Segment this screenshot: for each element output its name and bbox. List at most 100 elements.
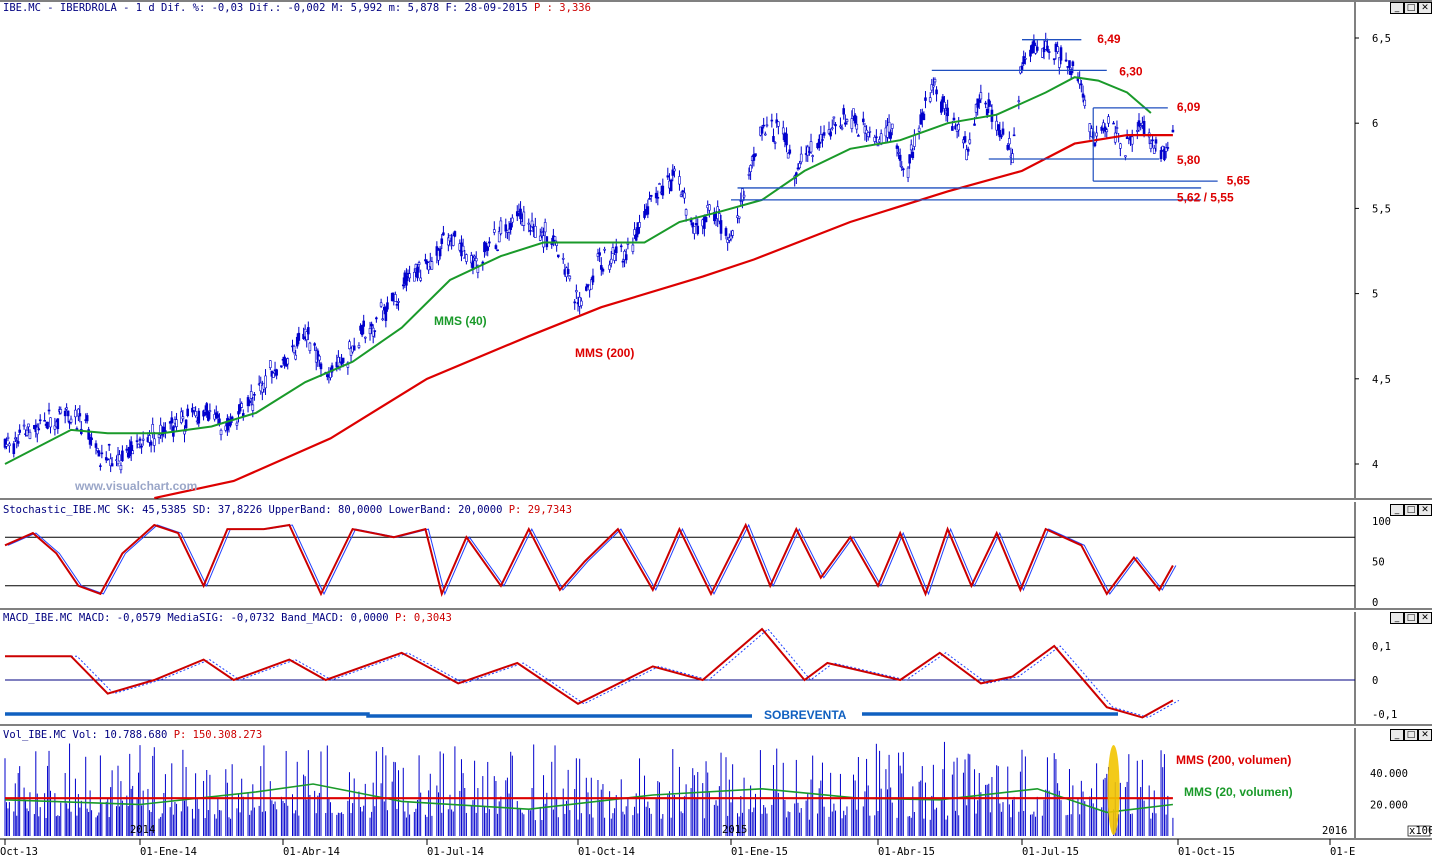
candle-body (609, 258, 613, 264)
candle-body (626, 243, 630, 245)
candle-body (598, 252, 601, 256)
main-close-button[interactable]: ✕ (1418, 2, 1432, 14)
candle-body (1083, 99, 1087, 107)
candle-body (996, 124, 1000, 131)
candle-body (208, 410, 212, 412)
candle-body (984, 102, 987, 105)
candle-body (599, 265, 603, 270)
candle-body (417, 262, 421, 265)
candle-body (1115, 127, 1119, 129)
candle-body (235, 422, 239, 426)
candle-body (424, 259, 427, 262)
candle-body (752, 154, 756, 161)
candle-body (1105, 129, 1109, 133)
candle-body (90, 437, 93, 441)
candle-body (1164, 147, 1168, 152)
candle-body (474, 258, 478, 262)
price-ytick-label: 5 (1372, 289, 1378, 301)
candle-body (381, 318, 384, 321)
candle-body (390, 292, 394, 302)
stoch-minimize-button[interactable]: _ (1390, 504, 1404, 516)
candle-body (461, 245, 465, 252)
candle-body (148, 435, 151, 443)
candle-body (1000, 135, 1003, 138)
level-label: 6,09 (1177, 100, 1201, 114)
candle-body (928, 97, 932, 102)
candle-body (135, 440, 139, 442)
candle-body (5, 444, 8, 447)
stoch-close-button[interactable]: ✕ (1418, 504, 1432, 516)
candle-body (781, 127, 785, 135)
candle-body (1059, 47, 1063, 61)
candle-body (488, 241, 491, 244)
candle-body (974, 103, 978, 113)
candle-body (370, 323, 373, 327)
vol-minimize-button[interactable]: _ (1390, 729, 1404, 741)
candle-body (416, 266, 419, 279)
candle-body (681, 190, 685, 193)
candle-body (308, 342, 312, 351)
main-minimize-button[interactable]: _ (1390, 2, 1404, 14)
candle-body (1001, 128, 1005, 135)
stoch-restore-button[interactable]: □ (1404, 504, 1418, 516)
vol-restore-button[interactable]: □ (1404, 729, 1418, 741)
x-tick-label: 01-Jul-15 (1022, 846, 1079, 857)
vol-header: Vol_IBE.MC Vol: 10.788.680 P: 150.308.27… (3, 729, 262, 741)
level-label: 5,65 (1227, 173, 1251, 187)
candle-body (121, 450, 124, 462)
year-2016-label: 2016 (1322, 825, 1347, 837)
candle-body (319, 363, 323, 370)
candle-body (27, 423, 30, 428)
candle-body (658, 183, 661, 185)
candle-body (1154, 139, 1158, 144)
macd-close-button[interactable]: ✕ (1418, 612, 1432, 624)
candle-body (371, 327, 375, 337)
candle-body (830, 127, 834, 130)
candle-body (307, 327, 310, 335)
candle-body (561, 257, 565, 260)
candle-body (272, 372, 275, 378)
x-tick-label: 01-Abr-15 (878, 846, 935, 857)
candle-body (634, 233, 638, 241)
candle-body (192, 407, 196, 411)
candle-body (1130, 136, 1134, 145)
candle-body (852, 108, 855, 117)
candle-body (1017, 100, 1021, 103)
macd-line (5, 627, 1174, 719)
candle-body (118, 454, 121, 462)
macd-ytick-label: 0,1 (1372, 641, 1391, 653)
candle-body (829, 131, 832, 137)
year-2014-label: 2014 (130, 824, 155, 836)
candle-body (363, 336, 367, 339)
macd-header: MACD_IBE.MC MACD: -0,0579 MediaSIG: -0,0… (3, 612, 452, 624)
level-label: 5,80 (1177, 153, 1201, 167)
candle-body (1068, 60, 1071, 68)
candle-body (684, 209, 688, 216)
candle-body (553, 236, 557, 241)
candle-body (170, 417, 174, 424)
candle-body (741, 188, 744, 202)
main-restore-button[interactable]: □ (1404, 2, 1418, 14)
candle-body (157, 434, 161, 439)
candle-body (1161, 145, 1165, 151)
candle-body (251, 404, 255, 411)
candle-body (292, 345, 296, 353)
macd-minimize-button[interactable]: _ (1390, 612, 1404, 624)
candle-body (496, 249, 499, 252)
candle-body (297, 332, 301, 341)
candle-body (895, 145, 899, 149)
candle-body (853, 114, 857, 124)
candle-body (1006, 144, 1010, 150)
macd-restore-button[interactable]: □ (1404, 612, 1418, 624)
candle-body (530, 220, 534, 227)
mms200-label: MMS (200) (575, 346, 634, 360)
candle-body (1171, 129, 1175, 133)
vol-close-button[interactable]: ✕ (1418, 729, 1432, 741)
candle-body (977, 99, 981, 103)
price-ytick-label: 4 (1372, 459, 1378, 471)
candle-body (159, 424, 162, 436)
candle-body (946, 107, 949, 117)
candle-body (822, 132, 826, 136)
candle-body (360, 325, 364, 336)
candle-body (384, 307, 388, 321)
